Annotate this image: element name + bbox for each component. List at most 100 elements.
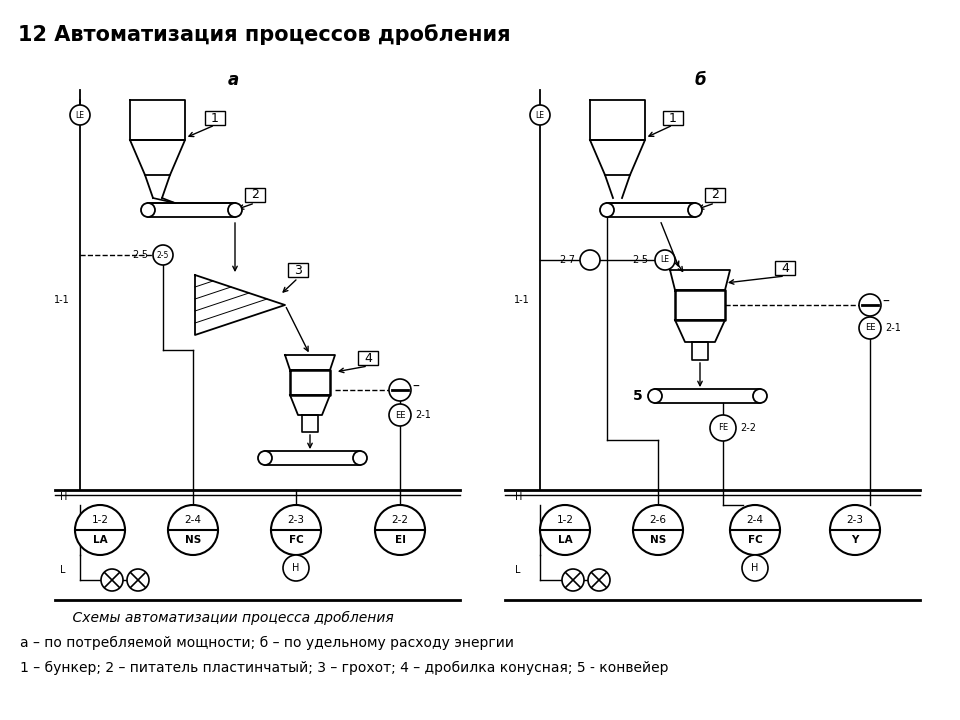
Polygon shape (675, 320, 725, 342)
Text: LE: LE (76, 110, 84, 120)
Text: 2-2: 2-2 (392, 515, 409, 525)
Circle shape (859, 317, 881, 339)
Bar (663, 111, 683, 125)
Text: H: H (752, 563, 758, 573)
Circle shape (562, 569, 584, 591)
Bar (288, 263, 308, 277)
Circle shape (70, 105, 90, 125)
Text: 2-7: 2-7 (559, 255, 575, 265)
Text: H: H (515, 492, 522, 502)
Text: –: – (882, 295, 889, 309)
Text: LA: LA (93, 535, 108, 545)
Text: 1-1: 1-1 (54, 295, 70, 305)
Text: а: а (228, 71, 239, 89)
Text: а – по потребляемой мощности; б – по удельному расходу энергии: а – по потребляемой мощности; б – по уде… (20, 636, 514, 650)
Text: LE: LE (660, 256, 669, 264)
Circle shape (540, 505, 590, 555)
Text: 4: 4 (781, 261, 789, 274)
Bar (205, 111, 225, 125)
Circle shape (153, 245, 173, 265)
Text: 1-2: 1-2 (91, 515, 108, 525)
Polygon shape (692, 342, 708, 360)
Circle shape (389, 404, 411, 426)
Bar (705, 188, 725, 202)
Bar (245, 188, 265, 202)
Circle shape (730, 505, 780, 555)
Text: 3: 3 (294, 264, 302, 276)
Text: 2-4: 2-4 (184, 515, 202, 525)
Text: б: б (694, 71, 706, 89)
Polygon shape (302, 415, 318, 432)
Circle shape (75, 505, 125, 555)
Circle shape (753, 389, 767, 403)
Text: 2-5: 2-5 (632, 255, 648, 265)
Circle shape (258, 451, 272, 465)
Text: LE: LE (536, 110, 544, 120)
Text: 2-1: 2-1 (885, 323, 900, 333)
Circle shape (168, 505, 218, 555)
Text: H: H (60, 492, 67, 502)
Polygon shape (130, 140, 185, 175)
Text: 2-1: 2-1 (415, 410, 431, 420)
Circle shape (859, 294, 881, 316)
Text: H: H (292, 563, 300, 573)
Text: L: L (515, 565, 520, 575)
Circle shape (600, 203, 614, 217)
Circle shape (830, 505, 880, 555)
Text: 2-2: 2-2 (740, 423, 756, 433)
Polygon shape (590, 100, 645, 140)
Polygon shape (290, 395, 330, 415)
Polygon shape (130, 100, 185, 140)
Text: FE: FE (718, 423, 728, 433)
Text: 5: 5 (634, 389, 643, 403)
Text: 2-3: 2-3 (287, 515, 304, 525)
Circle shape (101, 569, 123, 591)
Bar (358, 351, 378, 365)
Circle shape (530, 105, 550, 125)
Text: 12 Автоматизация процессов дробления: 12 Автоматизация процессов дробления (18, 24, 511, 45)
Polygon shape (285, 355, 335, 370)
Text: 1 – бункер; 2 – питатель пластинчатый; 3 – грохот; 4 – дробилка конусная; 5 - ко: 1 – бункер; 2 – питатель пластинчатый; 3… (20, 661, 668, 675)
Polygon shape (675, 290, 725, 320)
Text: FC: FC (748, 535, 762, 545)
Text: 1: 1 (669, 112, 677, 125)
Text: FC: FC (289, 535, 303, 545)
Circle shape (648, 389, 662, 403)
Circle shape (688, 203, 702, 217)
Circle shape (375, 505, 425, 555)
Circle shape (742, 555, 768, 581)
Polygon shape (195, 275, 285, 335)
Text: 1-1: 1-1 (515, 295, 530, 305)
Circle shape (353, 451, 367, 465)
Polygon shape (670, 270, 730, 290)
Text: 1: 1 (211, 112, 219, 125)
Text: 2-6: 2-6 (650, 515, 666, 525)
Text: 1-2: 1-2 (557, 515, 573, 525)
Circle shape (655, 250, 675, 270)
Polygon shape (590, 140, 645, 175)
Text: L: L (60, 565, 65, 575)
Circle shape (271, 505, 321, 555)
Text: EE: EE (395, 410, 405, 420)
Circle shape (633, 505, 683, 555)
Text: 2-5: 2-5 (156, 251, 169, 259)
Circle shape (283, 555, 309, 581)
Circle shape (389, 379, 411, 401)
Text: 2: 2 (711, 189, 719, 202)
Text: –: – (412, 380, 419, 394)
Text: Схемы автоматизации процесса дробления: Схемы автоматизации процесса дробления (55, 611, 394, 625)
Circle shape (141, 203, 155, 217)
Text: LA: LA (558, 535, 572, 545)
Bar (775, 261, 795, 275)
Text: 4: 4 (364, 351, 372, 364)
Text: 2-4: 2-4 (747, 515, 763, 525)
Circle shape (127, 569, 149, 591)
Polygon shape (290, 370, 330, 395)
Text: Y: Y (852, 535, 858, 545)
Text: NS: NS (650, 535, 666, 545)
Text: EI: EI (395, 535, 405, 545)
Circle shape (710, 415, 736, 441)
Text: NS: NS (185, 535, 202, 545)
Circle shape (588, 569, 610, 591)
Text: 2-3: 2-3 (847, 515, 863, 525)
